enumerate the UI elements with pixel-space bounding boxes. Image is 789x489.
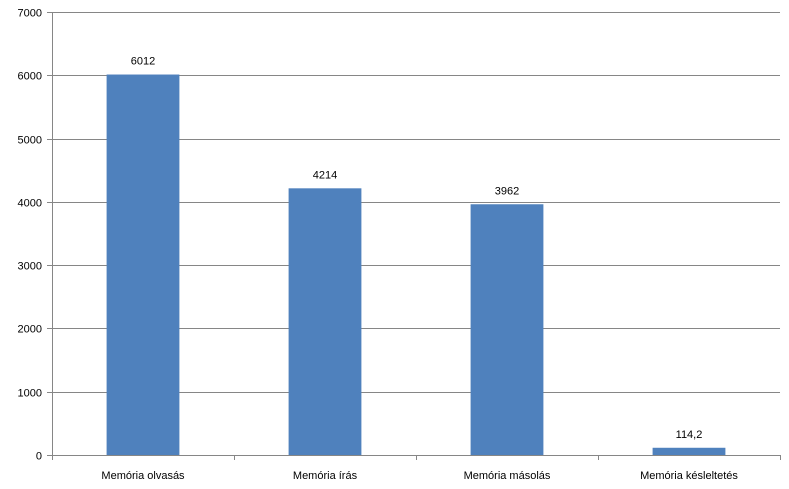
x-category-label: Memória másolás xyxy=(464,470,551,482)
y-tick-label: 5000 xyxy=(18,135,42,147)
y-tick-label: 2000 xyxy=(18,324,42,336)
data-label: 4214 xyxy=(313,169,337,181)
y-tick-label: 3000 xyxy=(18,261,42,273)
x-axis-labels: Memória olvasás Memória írás Memória másol… xyxy=(52,455,781,482)
y-axis-ticks: 0 1000 2000 3000 4000 5000 6000 7000 xyxy=(18,8,52,463)
bars: 6012 4214 3962 114,2 xyxy=(106,56,726,456)
data-label: 3962 xyxy=(495,185,519,197)
data-label: 114,2 xyxy=(676,429,703,441)
y-tick-label: 0 xyxy=(36,451,42,463)
data-label: 6012 xyxy=(131,56,155,68)
bar xyxy=(470,204,544,455)
y-tick-label: 6000 xyxy=(18,71,42,83)
y-tick-label: 7000 xyxy=(18,8,42,20)
y-tick-label: 4000 xyxy=(18,198,42,210)
bar xyxy=(652,447,726,455)
y-tick-label: 1000 xyxy=(18,388,42,400)
x-category-label: Memória késleltetés xyxy=(640,470,738,482)
x-category-label: Memória olvasás xyxy=(101,470,185,482)
bar xyxy=(106,74,180,456)
bar xyxy=(288,188,362,455)
x-category-label: Memória írás xyxy=(293,470,358,482)
